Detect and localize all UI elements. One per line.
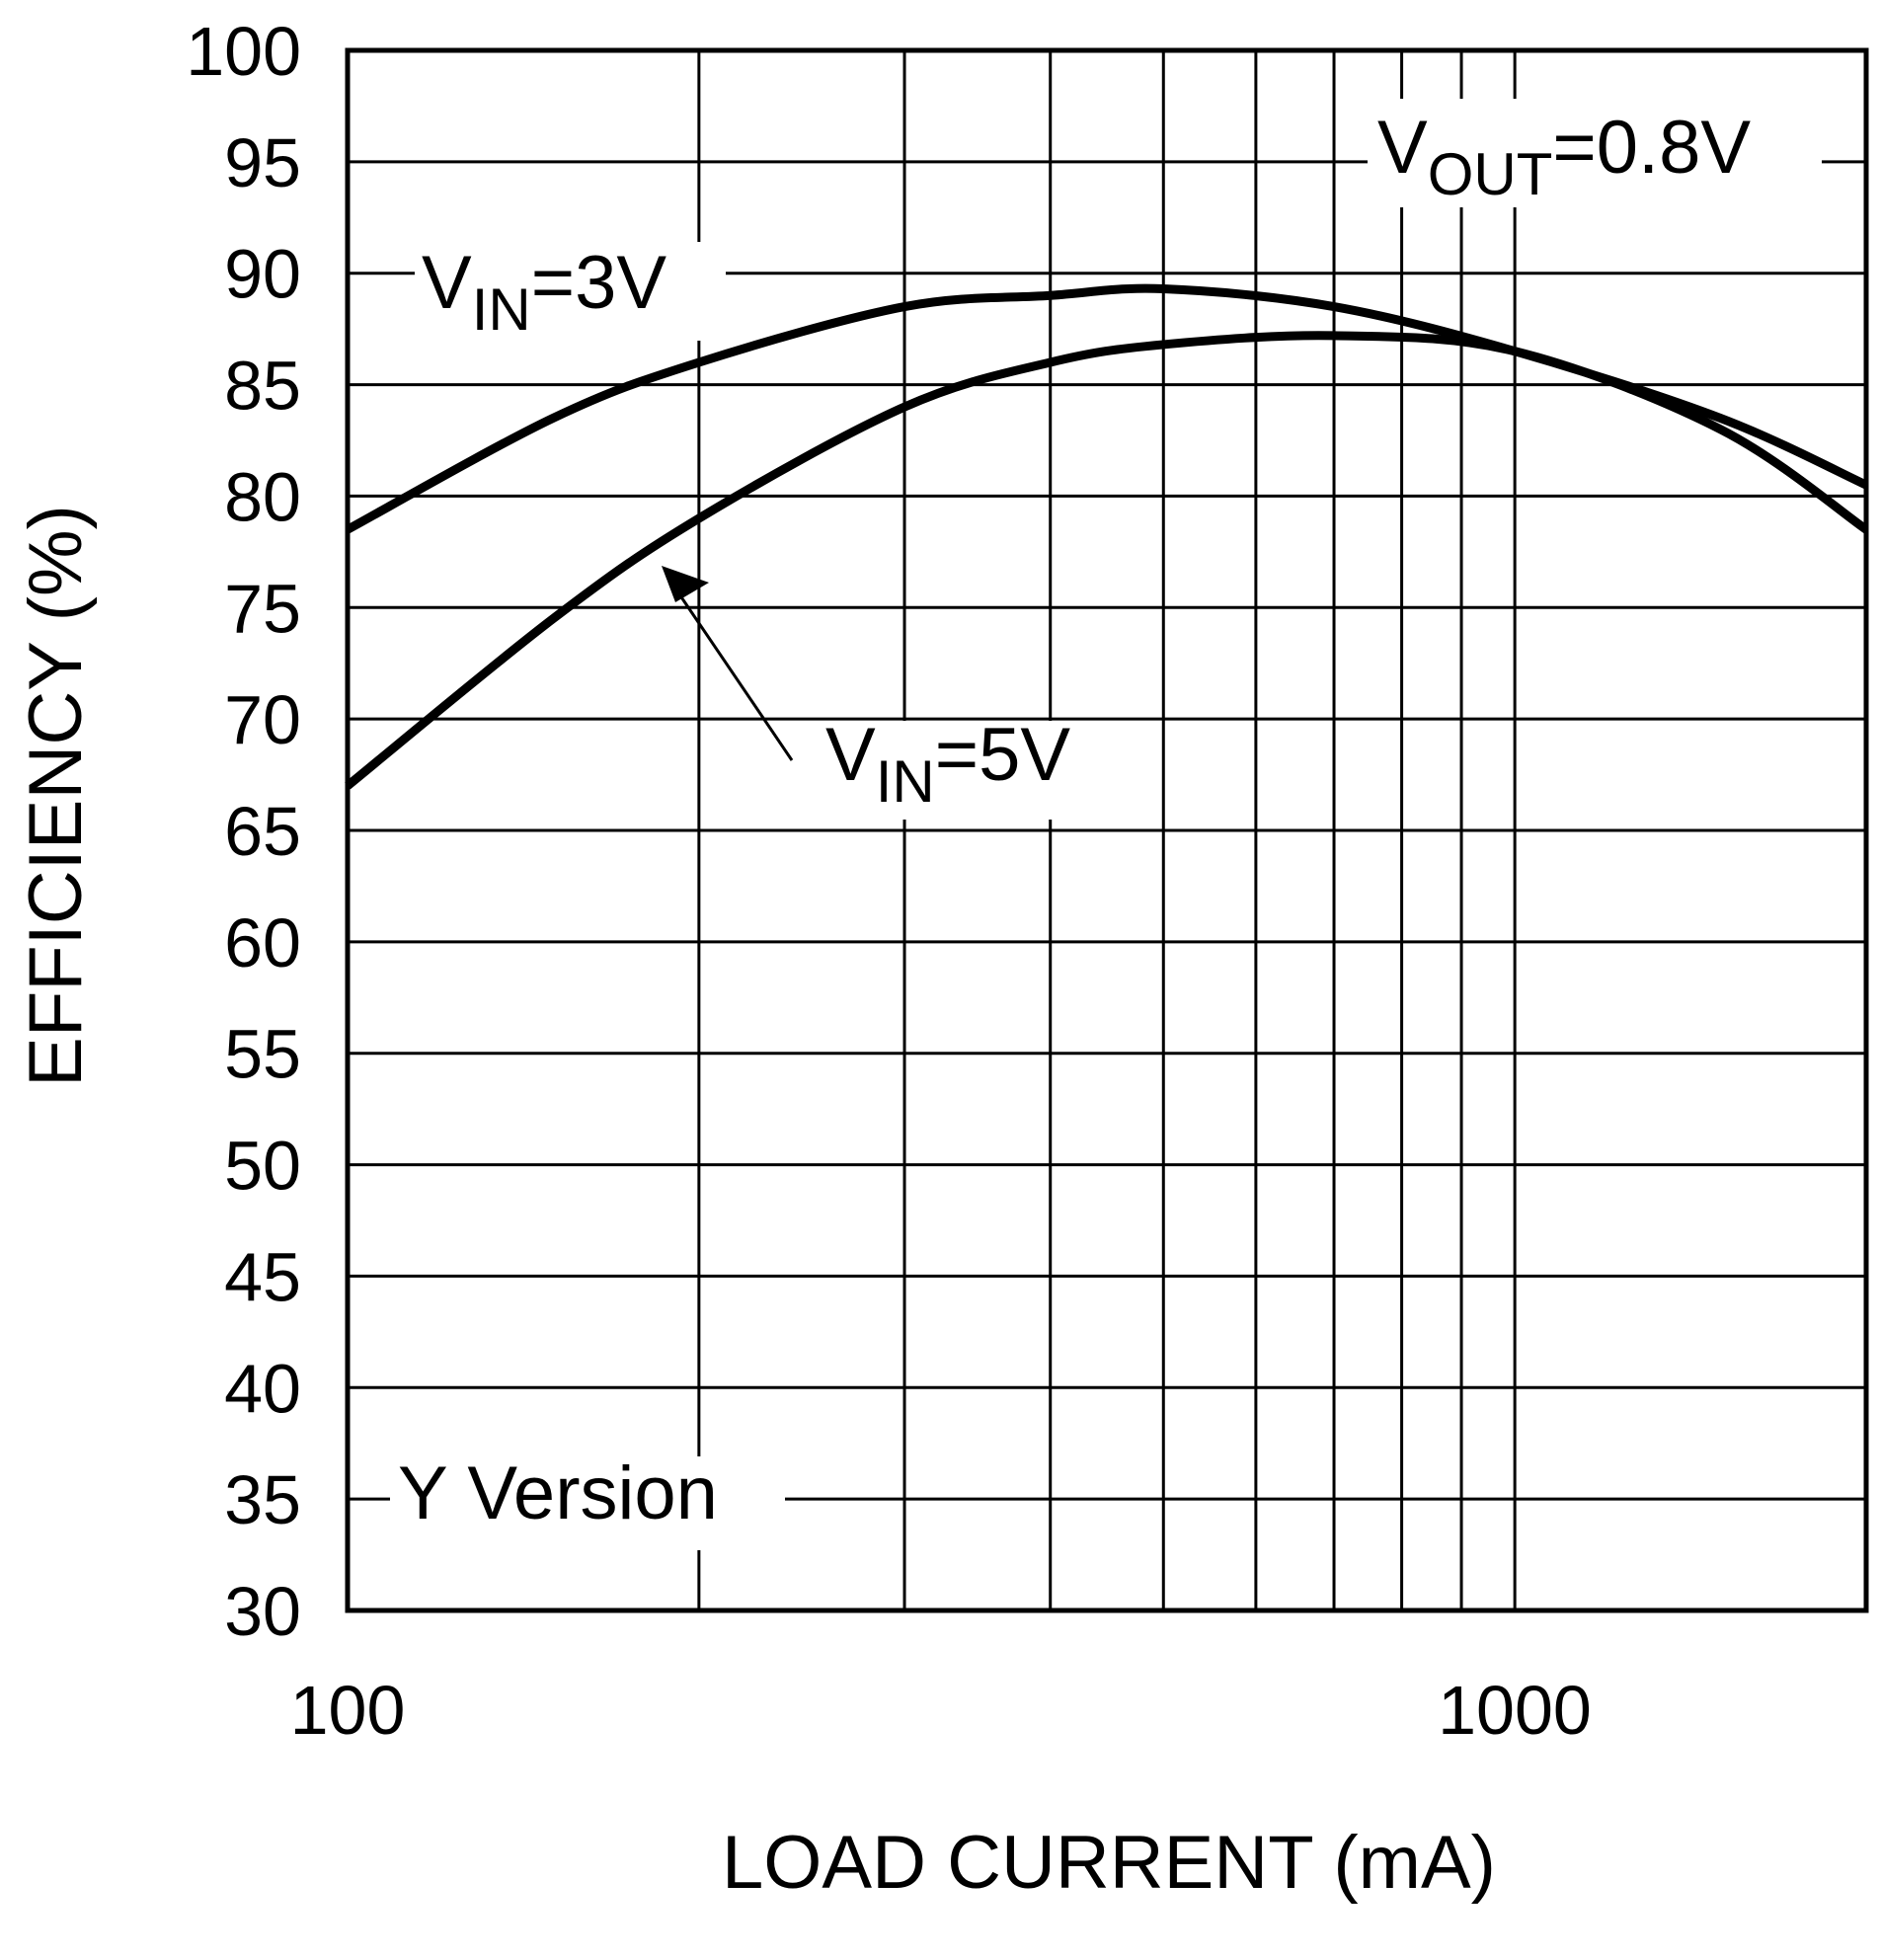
x-tick-label-100: 100 [290, 1672, 406, 1749]
y-axis-label: EFFICIENCY (%) [14, 505, 98, 1087]
y-tick-label: 75 [224, 570, 301, 647]
y-tick-label: 90 [224, 236, 301, 313]
x-axis-label: LOAD CURRENT (mA) [722, 1821, 1496, 1905]
curves [345, 283, 1869, 790]
y-tick-label: 50 [224, 1128, 301, 1205]
y-tick-label: 70 [224, 681, 301, 758]
y-tick-labels: 30 35 40 45 50 55 60 65 70 75 80 85 90 95 100 [186, 13, 301, 1650]
y-tick-label: 45 [224, 1238, 301, 1315]
y-tick-label: 40 [224, 1350, 301, 1427]
vin3-label: VIN=3V [422, 241, 666, 343]
series-line-vin5v [345, 331, 1869, 790]
version-label: Y Version [398, 1451, 718, 1535]
arrow-head [662, 566, 709, 602]
vout-annotation: VOUT=0.8V [1377, 106, 1751, 207]
y-tick-label: 80 [224, 458, 301, 535]
y-tick-label: 85 [224, 348, 301, 425]
vin5-label: VIN=5V [825, 713, 1070, 815]
x-tick-label-1000: 1000 [1438, 1672, 1592, 1749]
vin5-arrow [669, 582, 794, 761]
y-tick-label: 60 [224, 904, 301, 981]
y-tick-label: 95 [224, 124, 301, 201]
y-tick-label: 65 [224, 793, 301, 870]
y-tick-label: 55 [224, 1016, 301, 1093]
y-tick-label: 100 [186, 13, 301, 90]
y-tick-label: 30 [224, 1573, 301, 1650]
plot-frame [345, 47, 1869, 1613]
y-tick-label: 35 [224, 1461, 301, 1538]
